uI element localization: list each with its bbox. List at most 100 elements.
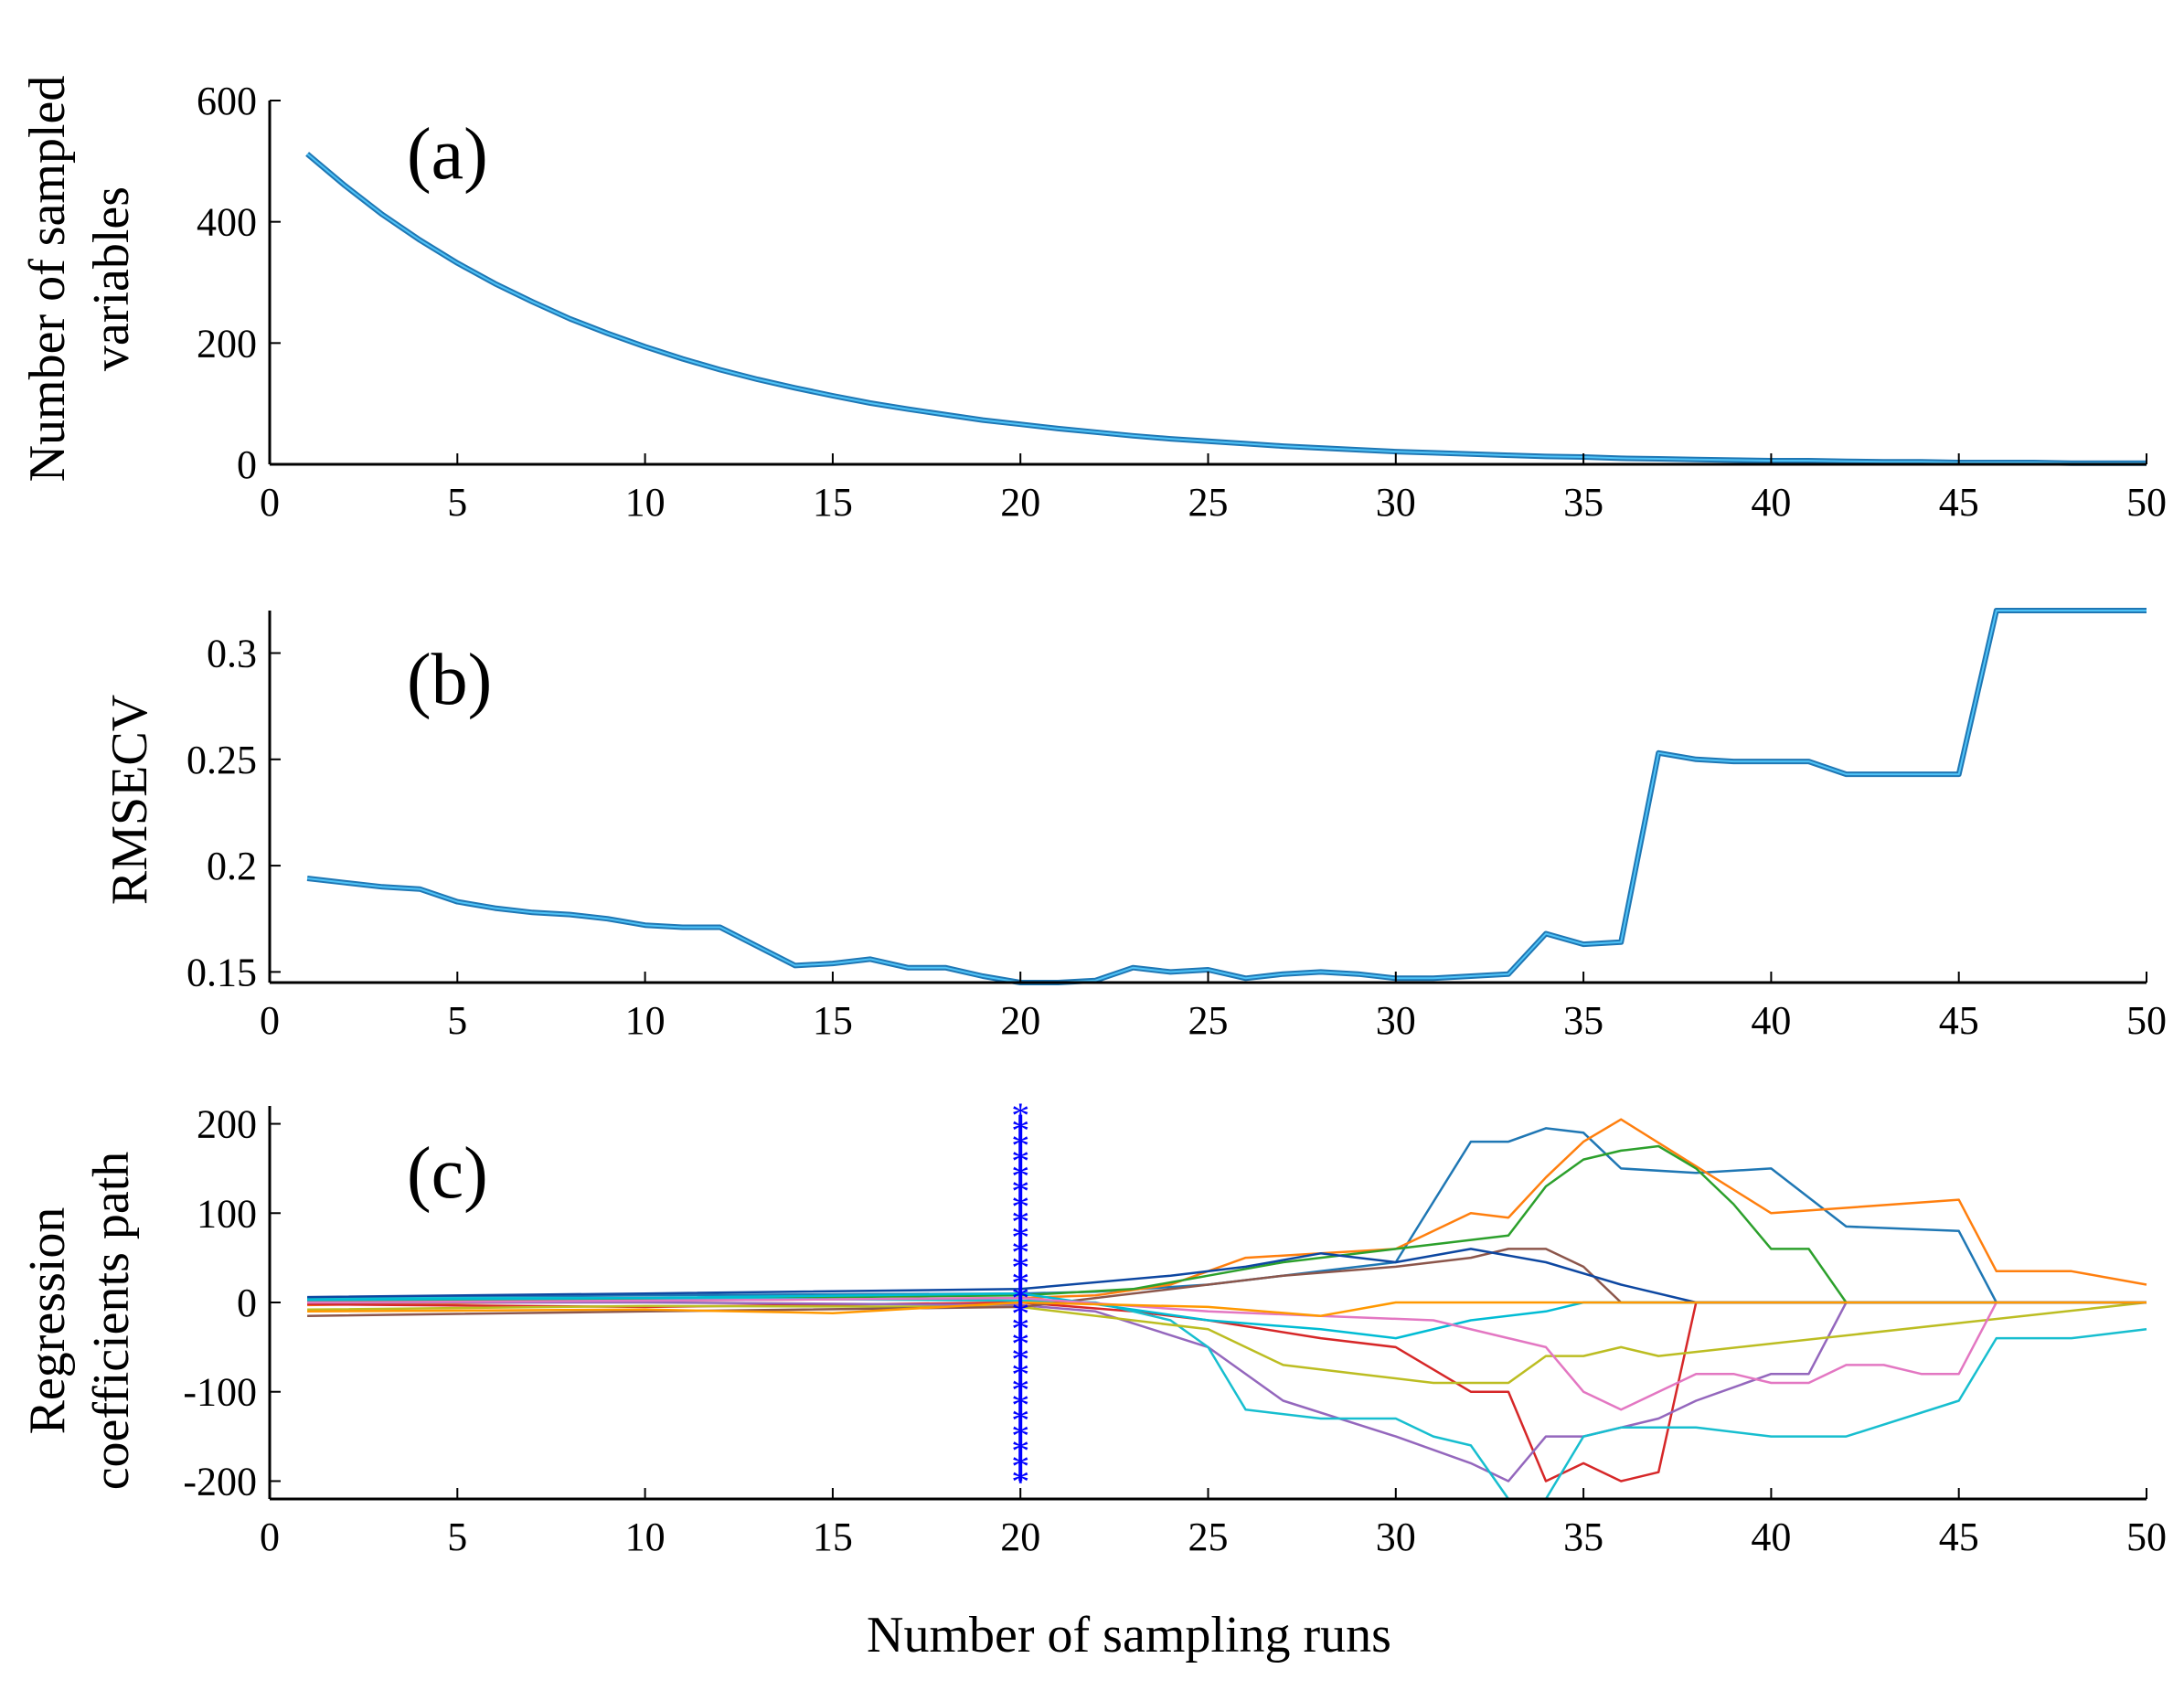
panel-c-x-tick-label: 0: [260, 1515, 280, 1559]
panel-a-x-tick-label: 30: [1376, 480, 1416, 525]
panel-c-path-8-line: [307, 1248, 2147, 1317]
panel-a-x-tick-label: 45: [1939, 480, 1979, 525]
panel-a-series-line: [305, 152, 2147, 466]
panel-c-asterisk-marker: *: [1011, 1385, 1029, 1426]
panel-b-x-tick-label: 50: [2126, 998, 2167, 1043]
panel-c-path-5-line: [307, 1301, 2147, 1483]
panel-a-x-tick-label: 50: [2126, 480, 2167, 525]
panel-c-asterisk-marker: *: [1011, 1232, 1029, 1273]
panel-a-x-tick-label: 15: [813, 480, 853, 525]
panel-c-x-tick-label: 40: [1751, 1515, 1791, 1559]
panel-c-asterisk-marker: *: [1011, 1217, 1029, 1258]
panel-c-x-tick-label: 15: [813, 1515, 853, 1559]
panel-c-y-tick-label: 100: [197, 1191, 257, 1236]
panel-c-path-3-line: [307, 1144, 2147, 1304]
panel-c-asterisk-marker: *: [1011, 1171, 1029, 1212]
panel-c-path-7-line: [307, 1301, 2147, 1385]
panel-c-asterisk-marker: *: [1011, 1461, 1029, 1502]
panel-c-path-10-line: [307, 1296, 2147, 1411]
panel-c-asterisk-marker: *: [1011, 1430, 1029, 1472]
panel-c-asterisk-marker: *: [1011, 1293, 1029, 1334]
panel-b-y-tick-label: 0.25: [186, 738, 257, 782]
panel-c-label: (c): [407, 1133, 488, 1214]
panel-b-x-tick-label: 40: [1751, 998, 1791, 1043]
panel-b-y-tick-label: 0.2: [207, 844, 257, 888]
panel-c-path-12-line: [307, 1301, 2147, 1317]
panel-b-series-line-highlight: [306, 610, 2147, 983]
panel-b-axes: [268, 611, 2147, 984]
panel-c-path-6-line: [307, 1296, 2147, 1501]
panel-a-y-tick-label: 600: [197, 79, 257, 123]
panel-c-asterisk-marker: *: [1011, 1278, 1029, 1319]
panel-b-label: (b): [407, 640, 492, 720]
panel-b: 0 5 10 15 20 25 30 35 40 45 50 0.15 0.2 0.25 0.3 (b) R…: [101, 608, 2167, 1043]
panel-c-asterisk-marker: *: [1011, 1446, 1029, 1487]
panel-c-y-tick-label: -100: [183, 1370, 257, 1415]
panel-c-asterisk-marker: *: [1011, 1323, 1029, 1365]
panel-b-series-layer: [306, 608, 2147, 985]
panel-c-ylabel-line-2: coefficients path: [83, 1152, 140, 1491]
panel-a-x-tick-label: 35: [1563, 480, 1603, 525]
panel-c-asterisk-marker: *: [1011, 1110, 1029, 1151]
panel-b-ylabel-line-1: RMSECV: [101, 695, 158, 905]
panel-b-x-tick-label: 0: [260, 998, 280, 1043]
panel-c-x-tick-label: 35: [1563, 1515, 1603, 1559]
panel-c-x-tick-label: 45: [1939, 1515, 1979, 1559]
panel-c-x-tick-label: 10: [625, 1515, 666, 1559]
panel-a-x-tick-label: 10: [625, 480, 666, 525]
panel-c-asterisk-marker: *: [1011, 1400, 1029, 1441]
panel-a-y-tick-label: 200: [197, 321, 257, 366]
panel-a-x-tick-label: 5: [447, 480, 467, 525]
panel-c-x-tick-label: 25: [1188, 1515, 1229, 1559]
panel-a-series-line-highlight: [306, 153, 2147, 464]
panel-b-x-tick-label: 30: [1376, 998, 1416, 1043]
panel-a-axes: [268, 101, 2147, 466]
panel-a-x-tick-label: 20: [1000, 480, 1040, 525]
panel-c-x-tick-label: 50: [2126, 1515, 2167, 1559]
panel-b-x-tick-label: 20: [1000, 998, 1040, 1043]
panel-b-y-tick-label: 0.3: [207, 632, 257, 676]
panel-c-asterisk-marker: *: [1011, 1309, 1029, 1350]
panel-c-asterisk-marker: *: [1011, 1202, 1029, 1243]
panel-c-path-11-line: [307, 1248, 2147, 1304]
panel-c-asterisk-marker: *: [1011, 1415, 1029, 1456]
panel-c-asterisk-marker: *: [1011, 1125, 1029, 1166]
panel-a-series-layer: [305, 152, 2147, 466]
panel-b-series-line: [306, 608, 2147, 985]
panel-a-y-tick-label: 0: [237, 442, 257, 487]
panel-c-y-tick-label: -200: [183, 1459, 257, 1504]
panel-a-x-tick-label: 0: [260, 480, 280, 525]
panel-b-x-tick-label: 45: [1939, 998, 1979, 1043]
panel-b-x-tick-label: 10: [625, 998, 666, 1043]
panel-a-y-tick-label: 400: [197, 200, 257, 245]
panel-c-asterisk-marker: *: [1011, 1186, 1029, 1228]
panel-c-asterisk-marker: *: [1011, 1156, 1029, 1197]
panel-c-x-tick-label: 30: [1376, 1515, 1416, 1559]
panel-c-x-tick-label: 5: [447, 1515, 467, 1559]
panel-b-x-tick-label: 5: [447, 998, 467, 1043]
panel-c-asterisk-marker: *: [1011, 1339, 1029, 1380]
panel-c-ticks: 0 5 10 15 20 25 30 35 40 45 50 -200 -100 0 100 200: [183, 1102, 2167, 1559]
panel-c-asterisk-marker: *: [1011, 1262, 1029, 1303]
panel-b-y-tick-label: 0.15: [186, 950, 257, 994]
panel-c-y-tick-label: 200: [197, 1102, 257, 1147]
panel-a-x-tick-label: 25: [1188, 480, 1229, 525]
panel-c-series-layer: [307, 1118, 2147, 1501]
panel-c-x-tick-label: 20: [1000, 1515, 1040, 1559]
panel-c-path-2-line: [307, 1118, 2147, 1307]
panel-a-label: (a): [407, 114, 488, 195]
panel-c-marker-layer: *************************: [1011, 1095, 1029, 1503]
panel-c-asterisk-marker: *: [1011, 1369, 1029, 1410]
panel-c-path-4-line: [307, 1301, 2147, 1483]
panel-a-ticks: 0 5 10 15 20 25 30 35 40 45 50 0 200 400 600: [197, 79, 2167, 525]
panel-a-ylabel-line-2: variables: [83, 186, 140, 371]
panel-c-ylabel-line-1: Regression: [19, 1207, 76, 1435]
panel-b-x-tick-label: 15: [813, 998, 853, 1043]
panel-c-path-1-line: [307, 1127, 2147, 1304]
panel-b-x-tick-label: 35: [1563, 998, 1603, 1043]
panel-c-y-tick-label: 0: [237, 1281, 257, 1325]
panel-a-x-tick-label: 40: [1751, 480, 1791, 525]
panel-c-asterisk-marker: *: [1011, 1095, 1029, 1136]
panel-c-asterisk-marker: *: [1011, 1355, 1029, 1396]
panel-a-ylabel-line-1: Number of sampled: [19, 76, 76, 483]
